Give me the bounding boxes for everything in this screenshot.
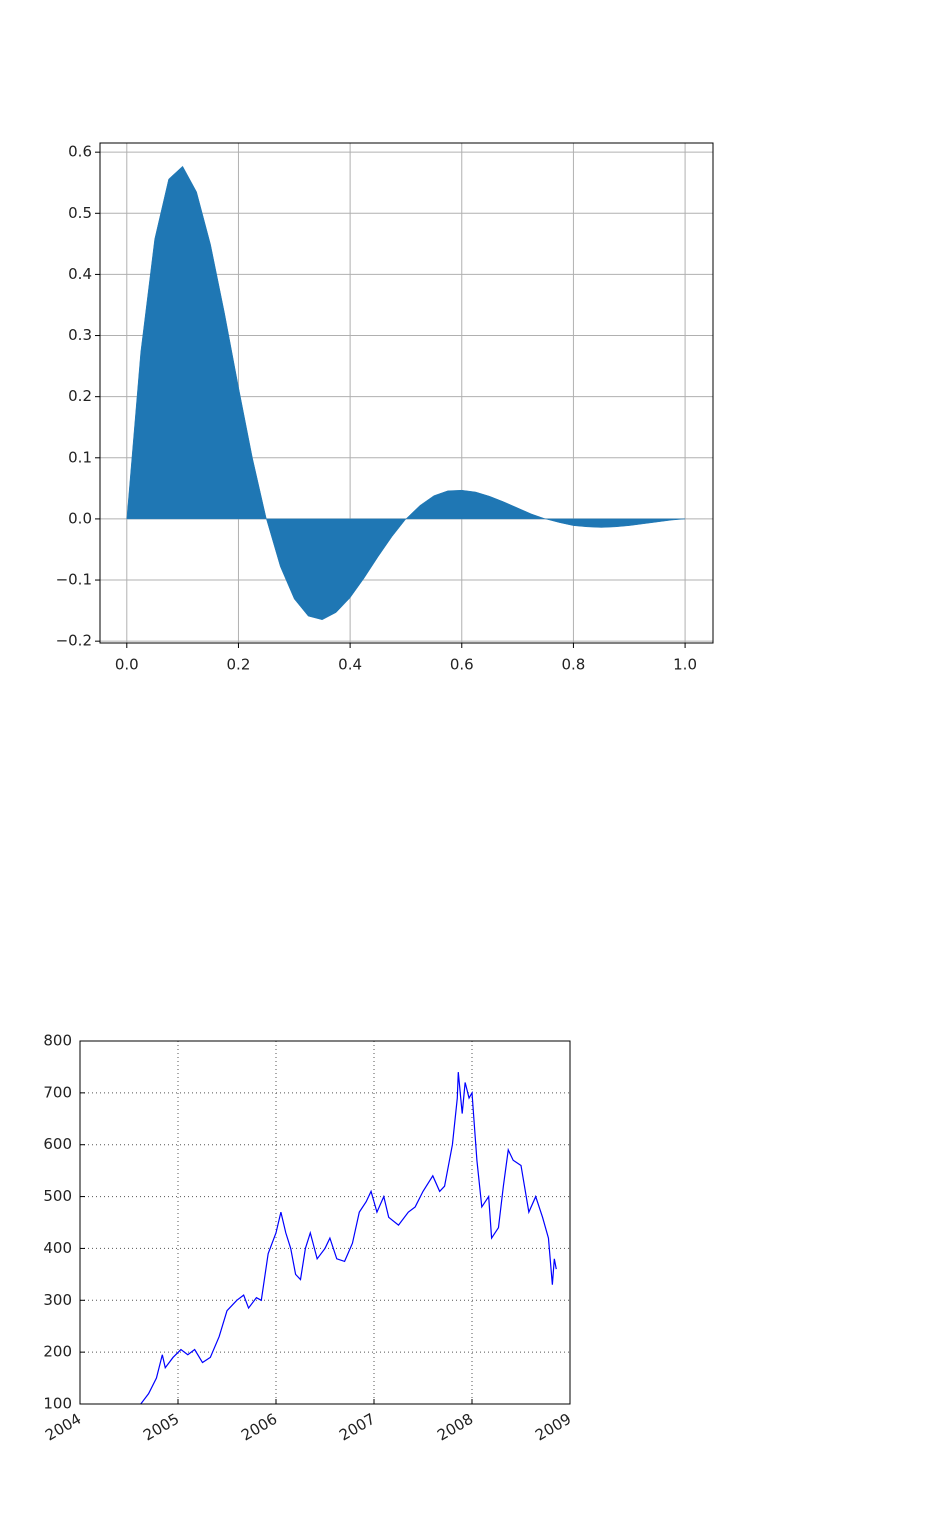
y-tick-label: 0.5 — [68, 204, 92, 222]
x-tick-label: 2004 — [42, 1410, 84, 1445]
y-tick-label: 0.6 — [68, 143, 92, 161]
x-tick-label: 0.6 — [450, 656, 474, 674]
axes-frame — [79, 1040, 571, 1405]
y-tick-label: 200 — [43, 1343, 72, 1361]
x-tick-label: 2009 — [532, 1410, 574, 1445]
x-tick-label: 0.4 — [338, 656, 362, 674]
x-tick-label: 0.0 — [115, 656, 139, 674]
y-tick-label: 500 — [43, 1187, 72, 1205]
x-tick-label: 2007 — [336, 1410, 378, 1445]
x-tick-label: 2005 — [140, 1410, 182, 1445]
line — [140, 1072, 557, 1404]
area — [126, 165, 686, 621]
x-tick-label: 2008 — [434, 1410, 476, 1445]
y-tick-label: 700 — [43, 1083, 72, 1101]
y-tick-label: 0.2 — [68, 387, 92, 405]
x-tick-label: 2006 — [238, 1410, 280, 1445]
y-tick-label: 0.4 — [68, 265, 92, 283]
y-tick-label: 800 — [43, 1032, 72, 1050]
y-tick-label: 600 — [43, 1135, 72, 1153]
y-tick-label: 0.0 — [68, 509, 92, 527]
x-tick-label: 1.0 — [673, 656, 697, 674]
x-tick-label: 0.2 — [227, 656, 251, 674]
y-tick-label: 100 — [43, 1395, 72, 1413]
y-tick-label: −0.2 — [56, 632, 92, 650]
axes-frame — [99, 142, 714, 644]
y-tick-label: 300 — [43, 1291, 72, 1309]
y-tick-label: 0.1 — [68, 448, 92, 466]
y-tick-label: −0.1 — [56, 571, 92, 589]
x-tick-label: 0.8 — [561, 656, 585, 674]
y-tick-label: 0.3 — [68, 326, 92, 344]
y-tick-label: 400 — [43, 1239, 72, 1257]
